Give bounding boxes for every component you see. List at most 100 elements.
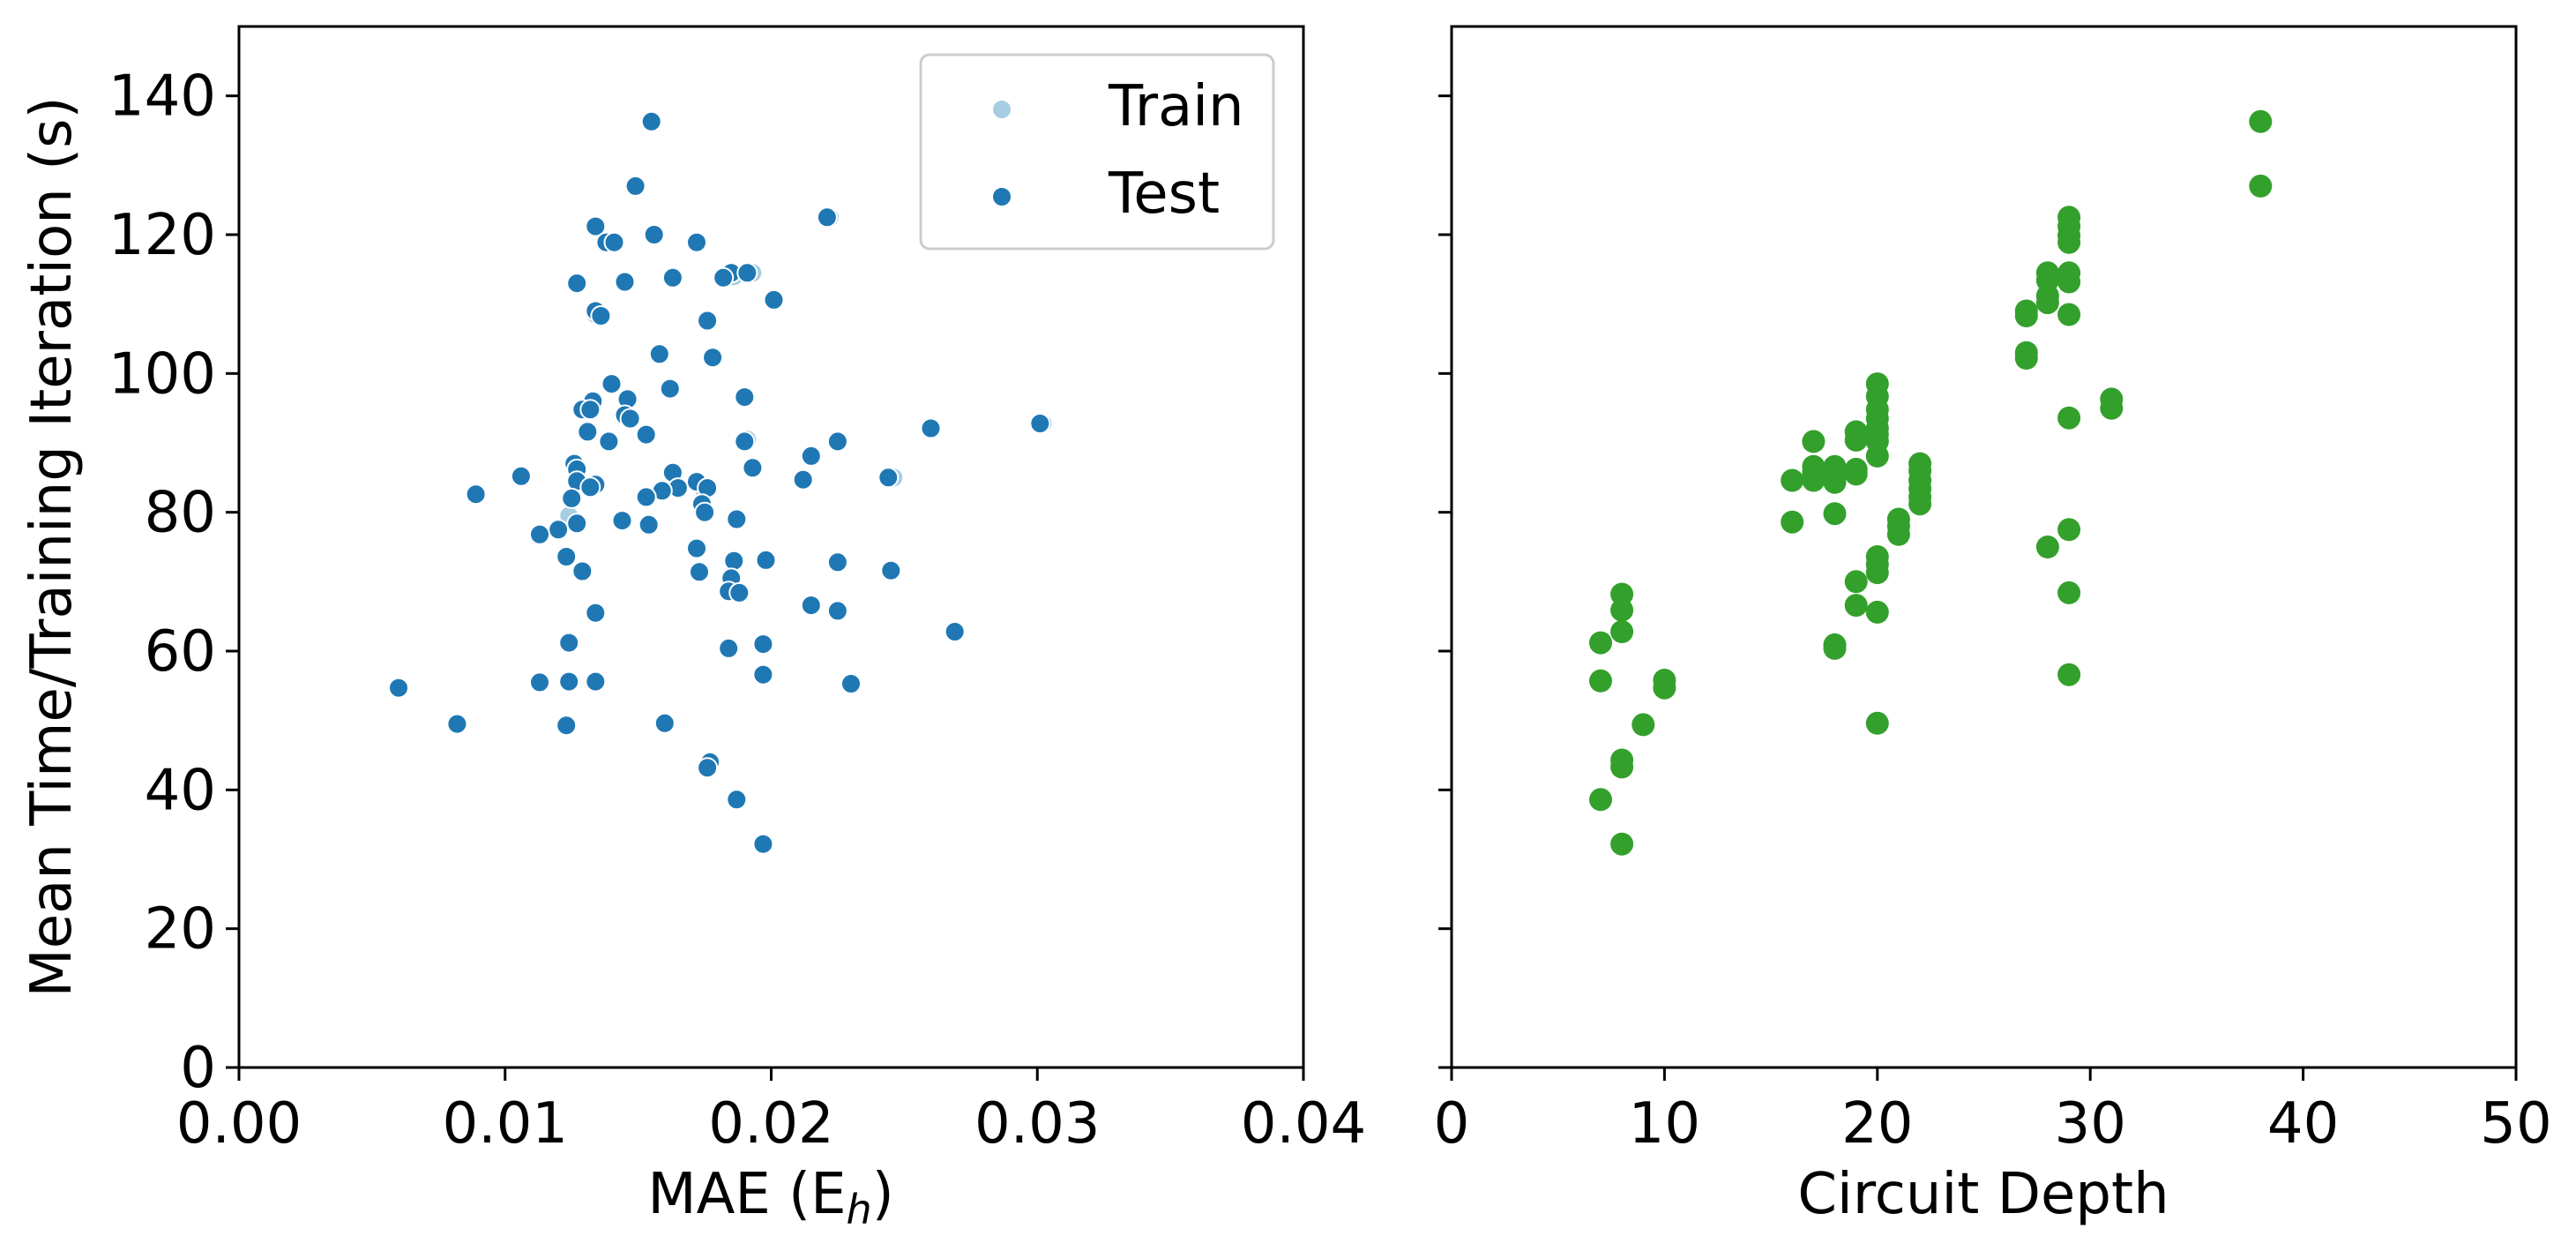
left-point-test-10 [713, 266, 735, 288]
left-point-test-73 [800, 595, 822, 617]
left-point-test-61 [529, 523, 550, 545]
left-point-test-90 [697, 757, 719, 779]
left-point-test-55 [694, 501, 716, 523]
right-point-s0-14 [1802, 430, 1826, 453]
left-point-test-0 [640, 110, 662, 132]
left-point-test-19 [648, 343, 670, 365]
legend-marker-test [991, 186, 1012, 207]
left-x-tick-label-3: 0.03 [974, 1091, 1101, 1157]
right-point-s0-4 [1610, 598, 1634, 622]
left-point-test-28 [619, 408, 641, 430]
left-point-test-62 [686, 537, 707, 559]
right-x-tick-label-3: 30 [2054, 1091, 2125, 1157]
right-point-s0-73 [2100, 396, 2124, 420]
left-point-test-43 [792, 468, 814, 491]
left-y-tick-label-20: 20 [145, 897, 216, 963]
left-point-test-60 [548, 519, 570, 541]
left-point-test-74 [826, 600, 848, 622]
left-point-test-72 [728, 581, 750, 603]
right-point-s0-7 [1610, 755, 1634, 779]
left-point-test-56 [726, 508, 748, 530]
left-x-axis-label-sub: h [847, 1186, 872, 1233]
left-y-tick-label-140: 140 [108, 64, 216, 130]
right-point-s0-75 [2249, 174, 2273, 198]
right-point-s0-29 [1844, 594, 1868, 618]
left-point-test-63 [556, 546, 578, 567]
left-point-test-83 [558, 670, 580, 693]
left-point-test-51 [465, 483, 487, 506]
right-point-s0-3 [1610, 582, 1634, 606]
left-point-test-75 [585, 602, 607, 624]
left-point-test-39 [742, 457, 764, 479]
left-point-test-84 [840, 673, 862, 694]
left-y-tick-label-40: 40 [145, 758, 216, 823]
right-point-s0-11 [1653, 676, 1676, 700]
left-point-test-76 [944, 621, 966, 642]
left-point-test-14 [763, 288, 785, 311]
right-point-s0-9 [1631, 713, 1655, 737]
right-point-s0-13 [1781, 510, 1804, 534]
right-point-s0-67 [2057, 303, 2081, 326]
left-point-test-26 [579, 399, 601, 421]
right-x-axis: 0 10 20 30 40 50 [1434, 1067, 2552, 1157]
left-scatter-points [388, 110, 1054, 855]
right-point-s0-55 [2014, 347, 2038, 370]
right-point-s0-21 [1823, 502, 1847, 526]
left-point-test-87 [446, 713, 468, 735]
right-x-tick-label-5: 50 [2480, 1091, 2551, 1157]
legend-label-test: Test [1108, 161, 1220, 227]
left-point-test-21 [601, 373, 623, 395]
left-x-axis: 0.00 0.01 0.02 0.03 0.04 [176, 1067, 1366, 1157]
left-point-test-69 [689, 561, 710, 583]
right-point-s0-45 [1886, 522, 1910, 546]
left-y-tick-label-100: 100 [108, 341, 216, 407]
right-point-s0-25 [1844, 428, 1868, 452]
left-point-test-78 [752, 633, 774, 655]
right-point-s0-60 [2035, 536, 2059, 558]
right-point-s0-0 [1589, 631, 1612, 655]
right-point-s0-71 [2057, 663, 2081, 686]
left-point-test-91 [726, 789, 748, 811]
right-point-s0-66 [2057, 270, 2081, 294]
right-x-axis-label: Circuit Depth [1797, 1162, 2169, 1227]
left-y-axis: 0 20 40 60 80 100 120 140 [108, 64, 239, 1101]
left-point-test-32 [635, 423, 657, 446]
left-x-tick-label-2: 0.02 [708, 1091, 834, 1157]
legend-label-train: Train [1108, 74, 1244, 139]
legend-marker-train [991, 99, 1012, 120]
left-point-test-11 [661, 266, 683, 288]
left-point-test-18 [702, 347, 724, 369]
right-point-s0-70 [2057, 581, 2081, 604]
left-point-test-77 [558, 632, 580, 654]
left-y-tick-label-0: 0 [180, 1036, 216, 1101]
left-point-test-66 [826, 551, 848, 573]
right-x-tick-label-4: 40 [2267, 1091, 2339, 1157]
right-point-s0-40 [1865, 561, 1889, 585]
right-scatter-points [1589, 109, 2273, 856]
right-point-s0-5 [1610, 620, 1634, 643]
left-point-test-36 [800, 445, 822, 467]
left-point-test-2 [816, 206, 838, 228]
left-y-tick-label-80: 80 [145, 481, 216, 546]
left-x-tick-label-1: 0.01 [443, 1091, 569, 1157]
left-point-test-34 [826, 431, 848, 453]
right-point-s0-69 [2057, 518, 2081, 542]
right-plot-frame [1450, 25, 2518, 1069]
right-x-tick-label-1: 10 [1629, 1091, 1700, 1157]
left-point-test-67 [880, 559, 902, 581]
left-point-test-86 [653, 712, 676, 734]
right-point-s0-59 [2035, 291, 2059, 315]
right-point-s0-8 [1610, 832, 1634, 856]
left-point-test-59 [638, 513, 660, 536]
left-point-test-64 [755, 549, 777, 571]
right-point-s0-53 [2014, 304, 2038, 327]
left-y-axis-label: Mean Time/Training Iteration (s) [19, 97, 85, 998]
left-point-test-29 [1029, 413, 1051, 434]
right-point-s0-41 [1865, 600, 1889, 624]
left-x-axis-label-end: ) [872, 1162, 894, 1227]
left-point-test-42 [877, 467, 900, 489]
left-point-test-7 [686, 231, 707, 253]
left-point-test-80 [752, 663, 774, 685]
